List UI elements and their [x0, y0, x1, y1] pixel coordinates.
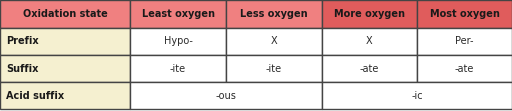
Bar — [0, 55, 130, 82]
Bar — [0, 82, 130, 109]
Bar — [0, 28, 130, 55]
Text: Less oxygen: Less oxygen — [240, 9, 308, 19]
Bar — [322, 55, 417, 82]
Text: Least oxygen: Least oxygen — [141, 9, 215, 19]
Text: Suffix: Suffix — [6, 63, 38, 73]
Bar — [322, 28, 417, 55]
Text: -ate: -ate — [360, 63, 379, 73]
Bar — [226, 28, 322, 55]
Bar — [322, 0, 417, 28]
Text: Prefix: Prefix — [6, 37, 38, 47]
Text: -ic: -ic — [411, 90, 423, 100]
Bar — [130, 55, 226, 82]
Text: Per-: Per- — [455, 37, 474, 47]
Text: Hypo-: Hypo- — [163, 37, 193, 47]
Text: Most oxygen: Most oxygen — [430, 9, 499, 19]
Bar — [130, 28, 226, 55]
Bar — [417, 0, 512, 28]
Bar — [226, 0, 322, 28]
Text: Acid suffix: Acid suffix — [6, 90, 64, 100]
Text: -ate: -ate — [455, 63, 474, 73]
Bar — [417, 28, 512, 55]
Text: Oxidation state: Oxidation state — [23, 9, 108, 19]
Text: X: X — [366, 37, 373, 47]
Bar — [417, 55, 512, 82]
Bar — [226, 55, 322, 82]
Text: -ite: -ite — [170, 63, 186, 73]
Text: -ous: -ous — [216, 90, 237, 100]
Text: More oxygen: More oxygen — [334, 9, 405, 19]
Bar — [0, 0, 130, 28]
Text: X: X — [271, 37, 278, 47]
Bar — [322, 82, 512, 109]
Bar — [130, 82, 322, 109]
Bar — [130, 0, 226, 28]
Text: -ite: -ite — [266, 63, 282, 73]
